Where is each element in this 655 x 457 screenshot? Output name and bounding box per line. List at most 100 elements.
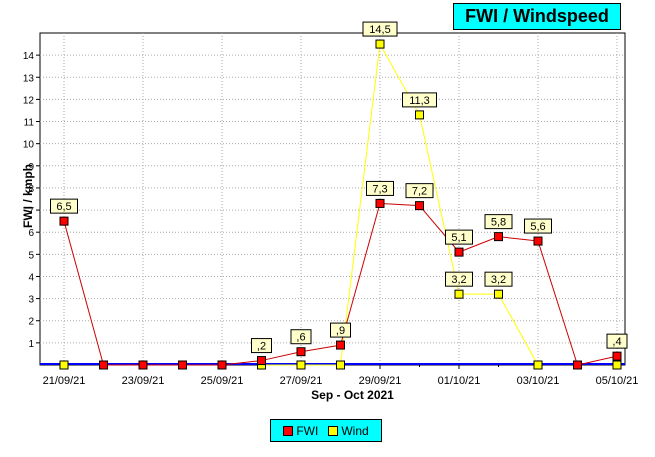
fwi-data-label-box [445, 229, 473, 245]
fwi-data-label: ,4 [612, 336, 621, 348]
legend-item-fwi[interactable]: FWI [283, 424, 318, 438]
wind-point [494, 289, 503, 299]
legend-label-fwi: FWI [296, 423, 319, 438]
legend-swatch-fwi [283, 425, 294, 436]
wind-data-label-box [484, 271, 513, 287]
wind-line-segment [419, 114, 460, 295]
y-tick-label: 6 [28, 228, 34, 239]
fwi-point [336, 340, 345, 350]
legend: FWI Wind [270, 419, 382, 442]
x-tick-label: 05/10/21 [596, 375, 639, 387]
wind-point [454, 289, 464, 299]
x-tick-label: 27/09/21 [280, 375, 323, 387]
fwi-line-segment [261, 351, 302, 362]
fwi-point [296, 347, 306, 357]
wind-point [59, 360, 69, 370]
fwi-line-segment [537, 240, 578, 366]
fwi-line-segment [63, 221, 104, 366]
chart-title: FWI / Windspeed [453, 3, 621, 30]
y-tick-label: 11 [24, 118, 35, 129]
fwi-point [375, 198, 385, 208]
fwi-point [494, 232, 503, 242]
wind-data-label-box [362, 21, 398, 37]
wind-point [375, 39, 385, 49]
wind-line-segment [498, 293, 539, 366]
legend-label-wind: Wind [341, 423, 369, 438]
y-tick-label: 7 [28, 206, 34, 217]
x-tick-label: 23/09/21 [122, 375, 165, 387]
y-tick-label: 1 [28, 339, 34, 350]
fwi-data-label: 7,3 [372, 183, 387, 195]
wind-point [533, 360, 543, 370]
y-tick-label: 13 [23, 73, 35, 84]
fwi-data-label: ,2 [257, 341, 266, 353]
wind-line-segment [340, 44, 381, 366]
fwi-data-label: 6,5 [56, 201, 71, 213]
fwi-line-segment [419, 205, 460, 253]
wind-point [415, 110, 424, 120]
y-axis-label: FWI / kmph [21, 164, 35, 228]
x-axis-label: Sep - Oct 2021 [311, 388, 394, 402]
fwi-line-segment [498, 236, 539, 242]
y-tick-label: 10 [23, 140, 35, 151]
wind-point [296, 360, 306, 370]
y-tick-label: 5 [28, 250, 34, 261]
wind-point [336, 360, 345, 370]
y-tick-label: 2 [28, 317, 34, 328]
wind-data-label-box [445, 271, 473, 287]
y-tick-label: 12 [23, 95, 35, 106]
legend-swatch-wind [328, 425, 339, 436]
legend-item-wind[interactable]: Wind [328, 423, 369, 438]
fwi-point [612, 351, 622, 361]
fwi-data-label-box [251, 338, 272, 354]
fwi-data-label: ,6 [296, 332, 305, 344]
wind-data-label: 3,2 [491, 274, 506, 286]
fwi-data-label-box [405, 183, 434, 199]
fwi-line-segment [379, 202, 420, 207]
fwi-data-label: ,9 [336, 325, 345, 337]
fwi-point [454, 247, 464, 257]
fwi-data-label-box [524, 218, 552, 234]
wind-point [612, 360, 622, 370]
fwi-line-segment [340, 203, 381, 346]
fwi-data-label-box [290, 329, 312, 345]
fwi-line-segment [221, 360, 262, 366]
fwi-line-segment [458, 236, 499, 253]
fwi-point [257, 356, 266, 366]
fwi-point [573, 360, 582, 370]
x-tick-label: 03/10/21 [517, 375, 560, 387]
fwi-point [415, 201, 424, 211]
x-tick-label: 21/09/21 [43, 375, 86, 387]
fwi-point [533, 236, 543, 246]
y-tick-label: 14 [23, 51, 35, 62]
fwi-point [138, 360, 148, 370]
y-tick-label: 8 [28, 184, 34, 195]
fwi-point [59, 216, 69, 226]
fwi-data-label-box [50, 198, 78, 214]
fwi-data-label: 7,2 [412, 186, 427, 198]
wind-data-label: 11,3 [409, 95, 430, 107]
x-tick-label: 01/10/21 [438, 375, 481, 387]
fwi-point [99, 360, 108, 370]
fwi-data-label-box [606, 333, 628, 349]
fwi-data-label-box [330, 322, 351, 338]
fwi-data-label: 5,8 [491, 217, 506, 229]
x-tick-label: 29/09/21 [359, 375, 402, 387]
fwi-data-label-box [366, 180, 394, 196]
fwi-line-segment [300, 344, 341, 353]
fwi-point [178, 360, 187, 370]
fwi-point [217, 360, 227, 370]
fwi-line-segment [577, 355, 618, 366]
wind-data-label: 3,2 [451, 274, 466, 286]
fwi-data-label: 5,1 [451, 232, 466, 244]
fwi-data-label: 5,6 [530, 221, 545, 233]
wind-data-label-box [402, 92, 437, 108]
x-tick-label: 25/09/21 [201, 375, 244, 387]
fwi-data-label-box [484, 214, 513, 230]
wind-data-label: 14,5 [369, 24, 390, 36]
y-tick-label: 3 [28, 295, 34, 306]
plot-frame [39, 32, 626, 366]
y-tick-label: 4 [28, 272, 34, 283]
y-tick-label: 9 [28, 162, 34, 173]
